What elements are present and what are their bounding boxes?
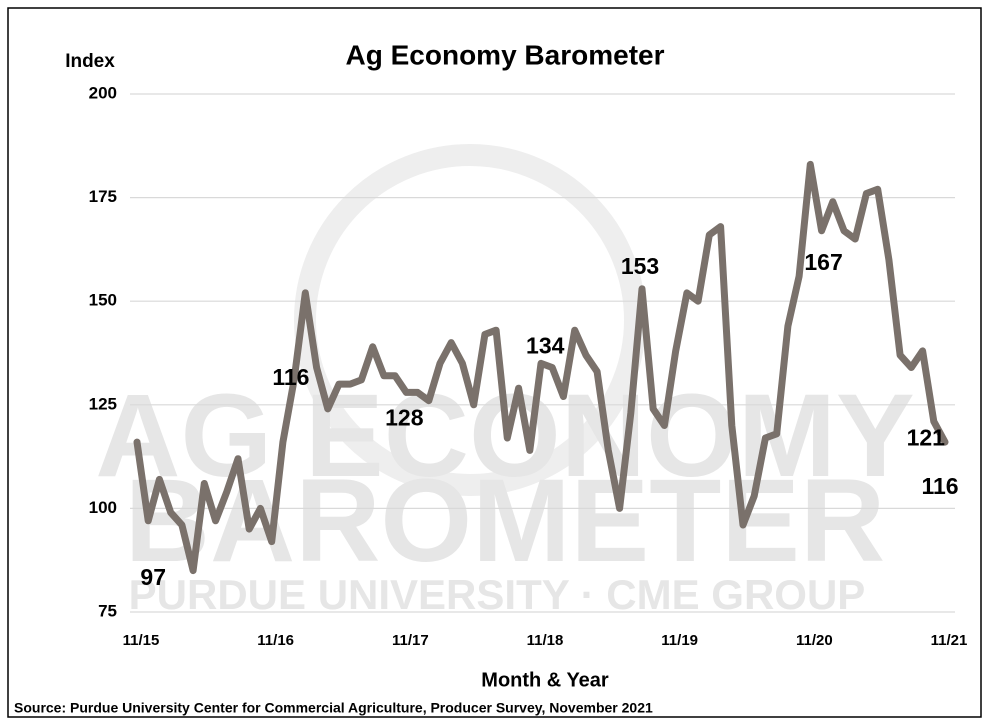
x-axis-title: Month & Year [481, 669, 609, 691]
data-label: 167 [804, 249, 842, 275]
data-label: 116 [921, 473, 958, 499]
x-tick-label: 11/21 [931, 632, 968, 649]
y-tick-label: 200 [89, 83, 117, 102]
x-tick-label: 11/20 [796, 632, 833, 649]
data-label: 121 [907, 424, 946, 450]
y-tick-label: 100 [89, 498, 117, 517]
data-label: 153 [621, 253, 659, 279]
y-tick-label: 175 [89, 187, 117, 206]
x-tick-label: 11/17 [392, 632, 429, 649]
watermark-text: PURDUE UNIVERSITY · CME GROUP [129, 571, 866, 618]
data-label: 128 [385, 404, 424, 430]
data-label: 97 [140, 564, 166, 590]
x-tick-label: 11/18 [527, 632, 564, 649]
source: Source: Purdue University Center for Com… [14, 700, 653, 716]
x-tick-label: 11/15 [123, 632, 160, 649]
chart-title: Ag Economy Barometer [346, 39, 665, 70]
y-tick-label: 75 [98, 601, 117, 620]
y-tick-label: 125 [89, 394, 117, 413]
data-label: 134 [526, 333, 565, 359]
data-label: 116 [272, 364, 309, 390]
x-tick-label: 11/19 [661, 632, 698, 649]
chart: AG ECONOMY BAROMETER PURDUE UNIVERSITY ·… [0, 0, 989, 725]
y-tick-label: 150 [89, 291, 117, 310]
x-tick-label: 11/16 [257, 632, 294, 649]
y-axis-title: Index [65, 51, 115, 72]
